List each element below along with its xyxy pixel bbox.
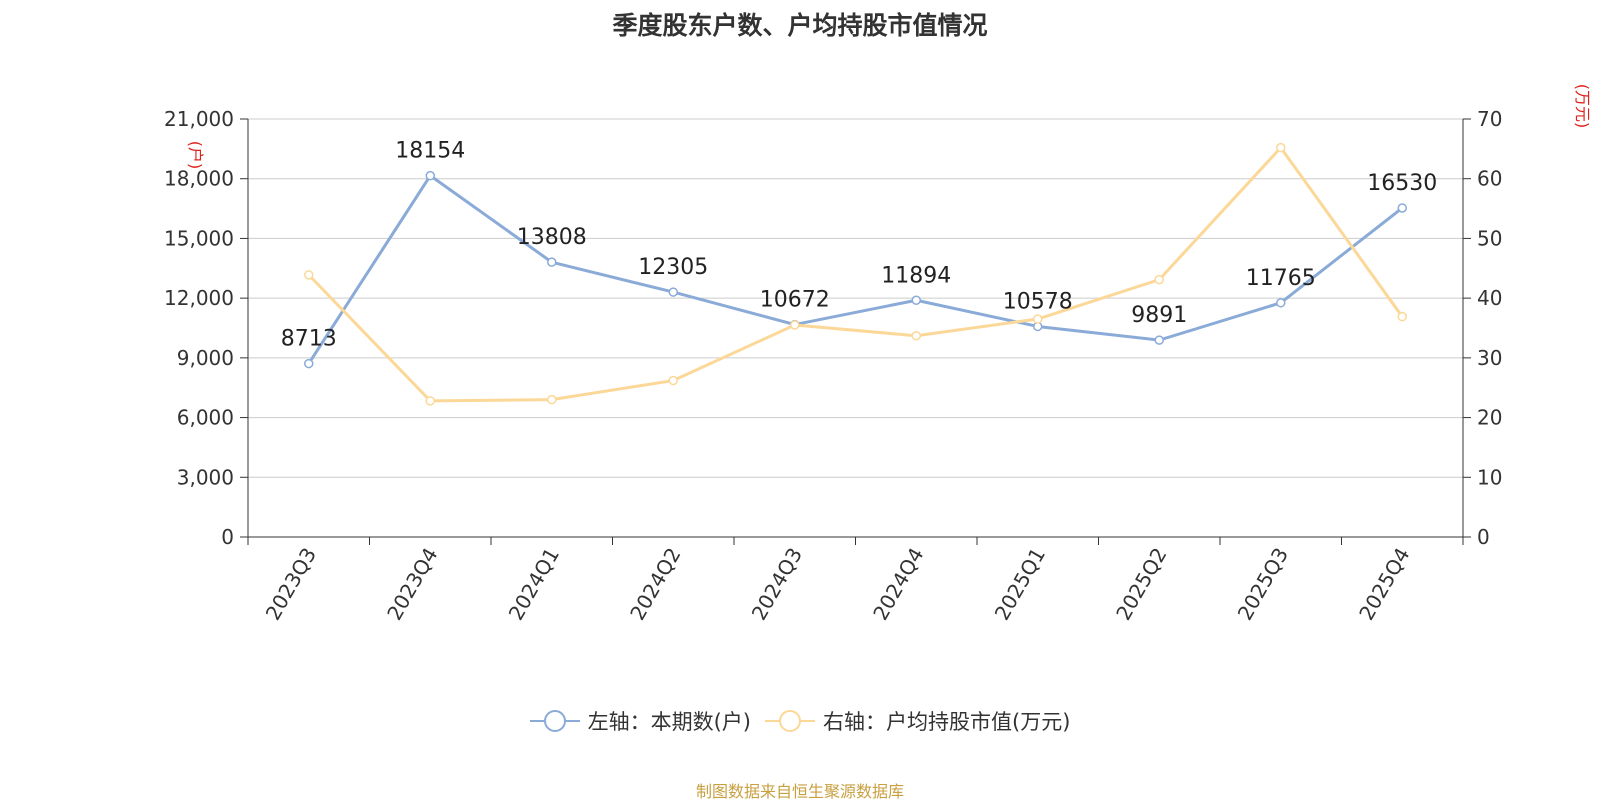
series-line-right xyxy=(307,146,1404,403)
right-axis-tick-label: 50 xyxy=(1477,226,1502,250)
data-point-right xyxy=(911,331,921,341)
right-axis-tick-label: 30 xyxy=(1477,346,1502,370)
legend-item-right-series[interactable]: 右轴：户均持股市值(万元) xyxy=(765,706,1070,736)
x-axis-tick-label: 2023Q3 xyxy=(261,544,321,625)
right-axis-tick-label: 70 xyxy=(1477,107,1502,131)
right-axis-tick-label: 60 xyxy=(1477,167,1502,191)
data-point-right xyxy=(304,270,314,280)
x-axis-tick-label: 2025Q1 xyxy=(990,544,1050,625)
right-axis-unit: (万元) xyxy=(1573,84,1592,129)
left-axis-unit: (户) xyxy=(186,141,205,170)
data-point-left xyxy=(1276,298,1286,308)
right-axis-tick-label: 20 xyxy=(1477,406,1502,430)
data-point-right xyxy=(1276,142,1286,153)
legend-label-left-series: 左轴：本期数(户) xyxy=(587,710,751,734)
left-axis-tick-label: 12,000 xyxy=(164,286,234,310)
data-label: 11894 xyxy=(881,263,951,288)
data-label: 10578 xyxy=(1003,289,1073,314)
data-point-right xyxy=(1033,314,1043,324)
data-point-left xyxy=(304,358,314,369)
data-point-right xyxy=(547,394,557,405)
left-axis-tick-label: 21,000 xyxy=(164,107,234,131)
left-axis-tick-label: 9,000 xyxy=(177,346,234,370)
data-label: 18154 xyxy=(395,139,465,164)
data-label: 13808 xyxy=(517,225,587,250)
data-label: 8713 xyxy=(281,327,337,352)
left-axis-tick-label: 15,000 xyxy=(164,226,234,250)
left-axis-tick-label: 6,000 xyxy=(177,406,234,430)
left-axis-tick-label: 0 xyxy=(221,525,234,549)
x-axis-tick-label: 2024Q1 xyxy=(504,544,564,625)
data-label: 12305 xyxy=(638,255,708,280)
legend-item-left-series[interactable]: 左轴：本期数(户) xyxy=(529,706,751,736)
x-axis-tick-label: 2025Q2 xyxy=(1111,544,1171,625)
x-axis-tick-label: 2025Q4 xyxy=(1354,544,1414,625)
chart-title: 季度股东户数、户均持股市值情况 xyxy=(612,11,988,40)
data-point-left xyxy=(668,287,678,297)
right-axis-tick-label: 0 xyxy=(1477,525,1490,549)
x-axis-tick-label: 2025Q3 xyxy=(1233,544,1293,625)
left-axis-tick-label: 3,000 xyxy=(177,465,234,489)
data-label: 16530 xyxy=(1367,171,1437,196)
data-label: 11765 xyxy=(1246,266,1316,291)
data-point-right xyxy=(790,320,800,330)
right-axis-tick-label: 40 xyxy=(1477,286,1502,310)
x-axis-tick-label: 2024Q2 xyxy=(625,544,685,625)
data-point-left xyxy=(1154,335,1164,345)
data-source-note: 制图数据来自恒生聚源数据库 xyxy=(695,782,904,801)
data-point-right xyxy=(668,375,678,386)
data-point-left xyxy=(1397,203,1407,213)
data-point-right xyxy=(425,396,435,406)
data-point-right xyxy=(1154,274,1164,285)
left-axis-tick-label: 18,000 xyxy=(164,167,234,191)
x-axis-tick-label: 2023Q4 xyxy=(382,544,442,625)
data-label: 9891 xyxy=(1131,303,1187,328)
series-line-left xyxy=(307,174,1404,365)
legend-line-circle-icon xyxy=(529,710,580,732)
data-point-right xyxy=(1397,311,1407,322)
x-axis-tick-label: 2024Q4 xyxy=(868,544,928,625)
chart-legend[interactable]: 左轴：本期数(户) 右轴：户均持股市值(万元) xyxy=(0,706,1600,736)
x-axis-tick-label: 2024Q3 xyxy=(747,544,807,625)
data-point-left xyxy=(547,257,557,267)
legend-line-circle-icon xyxy=(765,710,815,732)
right-axis-tick-label: 10 xyxy=(1477,465,1502,489)
data-label: 10672 xyxy=(760,288,830,313)
data-point-left xyxy=(425,170,435,181)
data-point-left xyxy=(911,295,921,306)
legend-label-right-series: 右轴：户均持股市值(万元) xyxy=(823,710,1071,734)
chart-canvas: 0 0 3,000 10 6,000 20 9,000 30 12,000 40 15,000 50 1… xyxy=(164,84,1592,625)
